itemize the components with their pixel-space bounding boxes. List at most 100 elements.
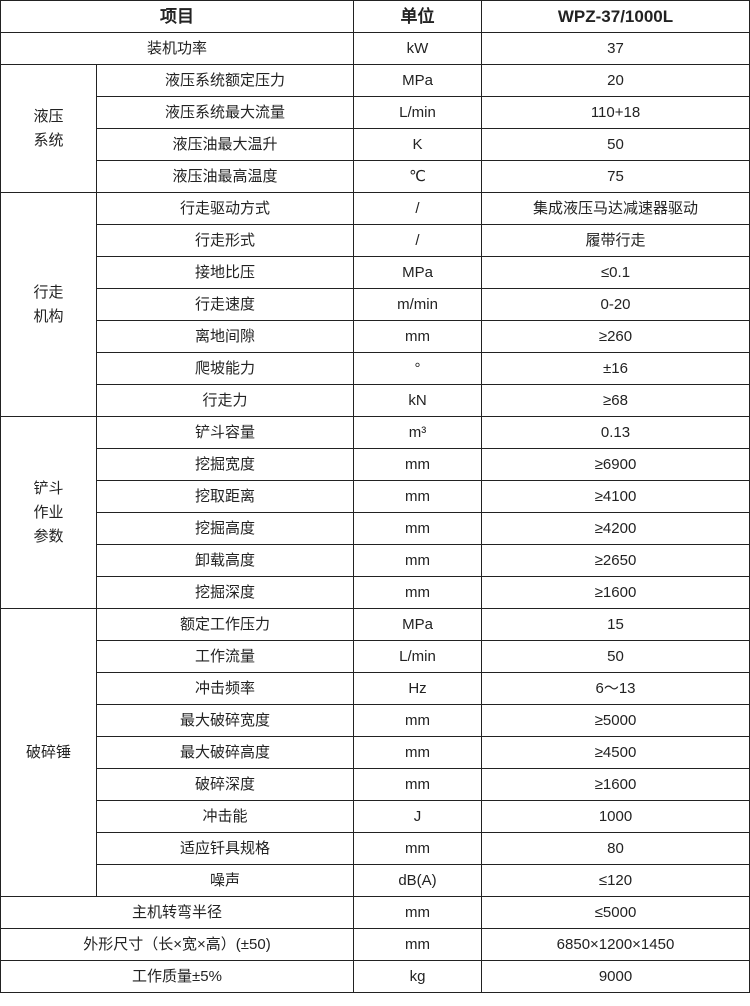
item-name: 工作流量 — [96, 640, 354, 673]
item-value: ≥2650 — [481, 544, 750, 577]
item-unit: mm — [353, 480, 482, 513]
table-row: 离地间隙 mm ≥260 — [1, 320, 750, 353]
item-value: ±16 — [481, 352, 750, 385]
item-name: 外形尺寸（长×宽×高）(±50) — [0, 928, 354, 961]
table-row: 挖掘宽度 mm ≥6900 — [1, 448, 750, 481]
item-value: ≥260 — [481, 320, 750, 353]
item-value: 37 — [481, 32, 750, 65]
item-unit: ℃ — [353, 160, 482, 193]
item-value: ≥4200 — [481, 512, 750, 545]
item-unit: mm — [353, 928, 482, 961]
table-row: 最大破碎宽度 mm ≥5000 — [1, 704, 750, 737]
item-name: 行走速度 — [96, 288, 354, 321]
item-value: 0.13 — [481, 416, 750, 449]
item-value: 履带行走 — [481, 224, 750, 257]
item-unit: Hz — [353, 672, 482, 705]
item-name: 液压油最高温度 — [96, 160, 354, 193]
item-unit: mm — [353, 736, 482, 769]
item-name: 液压油最大温升 — [96, 128, 354, 161]
table-row: 液压系统最大流量 L/min 110+18 — [1, 96, 750, 129]
item-name: 行走形式 — [96, 224, 354, 257]
item-value: 110+18 — [481, 96, 750, 129]
item-name: 最大破碎宽度 — [96, 704, 354, 737]
table-row: 接地比压 MPa ≤0.1 — [1, 256, 750, 289]
item-value: ≤120 — [481, 864, 750, 897]
item-value: ≥5000 — [481, 704, 750, 737]
table-row: 卸载高度 mm ≥2650 — [1, 544, 750, 577]
item-name: 噪声 — [96, 864, 354, 897]
item-name: 铲斗容量 — [96, 416, 354, 449]
table-row: 行走力 kN ≥68 — [1, 384, 750, 417]
item-unit: dB(A) — [353, 864, 482, 897]
table-row: 噪声 dB(A) ≤120 — [1, 864, 750, 897]
item-name: 行走驱动方式 — [96, 192, 354, 225]
item-name: 最大破碎高度 — [96, 736, 354, 769]
table-row: 液压油最高温度 ℃ 75 — [1, 160, 750, 193]
item-name: 冲击能 — [96, 800, 354, 833]
item-value: 80 — [481, 832, 750, 865]
item-value: 6850×1200×1450 — [481, 928, 750, 961]
table-row: 铲斗 作业 参数 铲斗容量 m³ 0.13 — [0, 416, 750, 609]
group-name: 行走 机构 — [0, 192, 97, 417]
header-item: 项目 — [0, 0, 354, 33]
table-row: 适应钎具规格 mm 80 — [1, 832, 750, 865]
item-value: 20 — [481, 64, 750, 97]
item-name: 挖掘深度 — [96, 576, 354, 609]
item-value: 50 — [481, 640, 750, 673]
item-unit: m/min — [353, 288, 482, 321]
item-value: 集成液压马达减速器驱动 — [481, 192, 750, 225]
item-value: ≥68 — [481, 384, 750, 417]
item-unit: / — [353, 224, 482, 257]
header-model: WPZ-37/1000L — [481, 0, 750, 33]
group-name: 液压 系统 — [0, 64, 97, 193]
table-row: 爬坡能力 ° ±16 — [1, 352, 750, 385]
item-unit: mm — [353, 704, 482, 737]
item-name: 适应钎具规格 — [96, 832, 354, 865]
item-value: ≥4500 — [481, 736, 750, 769]
item-unit: mm — [353, 896, 482, 929]
table-row: 行走 机构 行走驱动方式 / 集成液压马达减速器驱动 — [0, 192, 750, 417]
item-unit: J — [353, 800, 482, 833]
group-name: 破碎锤 — [0, 608, 97, 897]
item-value: ≥1600 — [481, 768, 750, 801]
table-row: 液压油最大温升 K 50 — [1, 128, 750, 161]
table-row: 挖取距离 mm ≥4100 — [1, 480, 750, 513]
item-name: 破碎深度 — [96, 768, 354, 801]
item-value: ≤0.1 — [481, 256, 750, 289]
table-row: 行走速度 m/min 0-20 — [1, 288, 750, 321]
item-name: 液压系统最大流量 — [96, 96, 354, 129]
item-value: 1000 — [481, 800, 750, 833]
item-name: 工作质量±5% — [0, 960, 354, 993]
item-name: 装机功率 — [0, 32, 354, 65]
item-name: 挖取距离 — [96, 480, 354, 513]
item-unit: mm — [353, 768, 482, 801]
table-row: 工作质量±5% kg 9000 — [0, 960, 750, 993]
item-name: 挖掘高度 — [96, 512, 354, 545]
item-name: 主机转弯半径 — [0, 896, 354, 929]
item-unit: kg — [353, 960, 482, 993]
item-unit: kN — [353, 384, 482, 417]
table-row: 工作流量 L/min 50 — [1, 640, 750, 673]
item-value: ≥1600 — [481, 576, 750, 609]
item-unit: mm — [353, 832, 482, 865]
item-unit: L/min — [353, 96, 482, 129]
item-value: ≥4100 — [481, 480, 750, 513]
table-row: 冲击频率 Hz 6～13 — [1, 672, 750, 705]
item-value: 9000 — [481, 960, 750, 993]
item-unit: mm — [353, 448, 482, 481]
item-name: 离地间隙 — [96, 320, 354, 353]
table-row: 破碎深度 mm ≥1600 — [1, 768, 750, 801]
header-unit: 单位 — [353, 0, 482, 33]
item-value: 50 — [481, 128, 750, 161]
item-name: 行走力 — [96, 384, 354, 417]
item-unit: K — [353, 128, 482, 161]
item-unit: MPa — [353, 64, 482, 97]
item-unit: mm — [353, 544, 482, 577]
item-name: 卸载高度 — [96, 544, 354, 577]
item-name: 额定工作压力 — [96, 608, 354, 641]
item-unit: kW — [353, 32, 482, 65]
item-value: 0-20 — [481, 288, 750, 321]
table-row: 装机功率 kW 37 — [0, 32, 750, 65]
group-name: 铲斗 作业 参数 — [0, 416, 97, 609]
table-row: 外形尺寸（长×宽×高）(±50) mm 6850×1200×1450 — [0, 928, 750, 961]
